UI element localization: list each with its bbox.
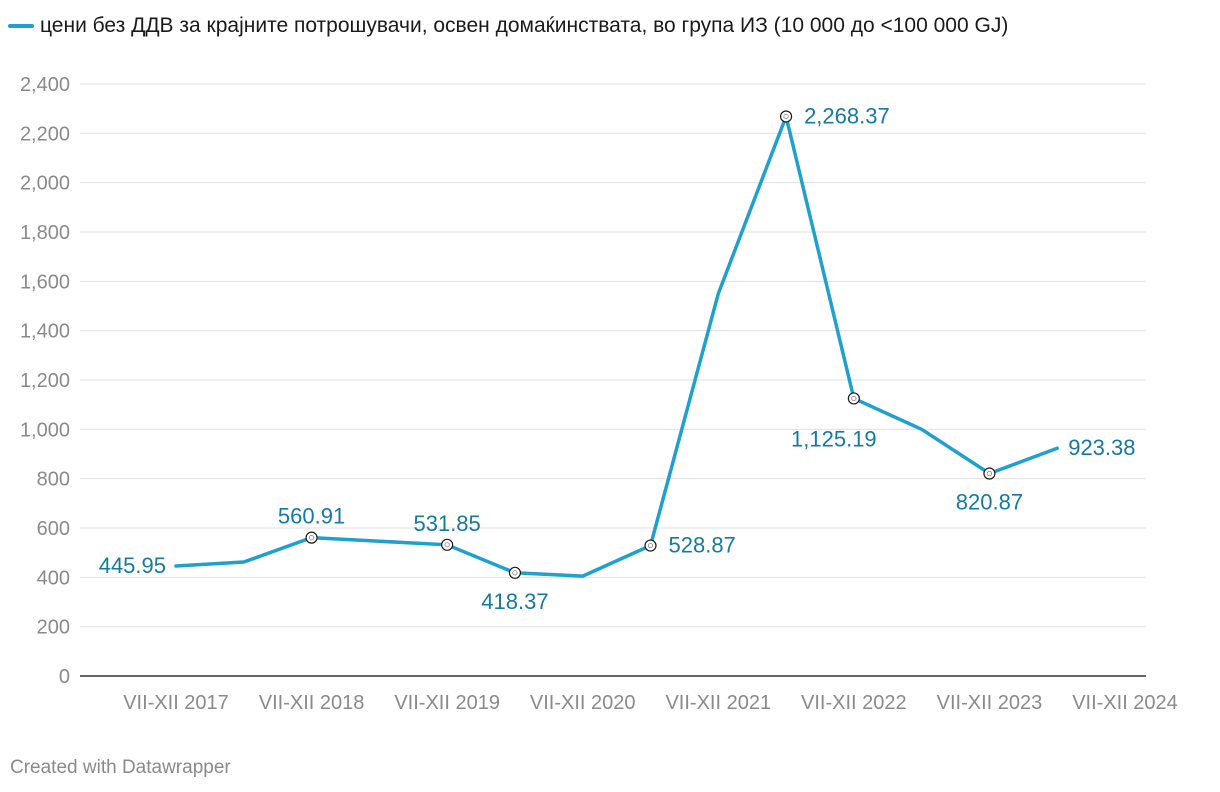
x-tick-label: VII-XII 2022 [801, 692, 907, 714]
y-tick-label: 600 [37, 518, 70, 540]
x-tick-label: VII-XII 2023 [937, 692, 1043, 714]
data-label: 528.87 [669, 533, 736, 558]
y-tick-label: 400 [37, 567, 70, 589]
x-tick-label: VII-XII 2021 [665, 692, 771, 714]
x-tick-label: VII-XII 2020 [530, 692, 636, 714]
y-tick-label: 0 [59, 666, 70, 688]
x-tick-label: VII-XII 2024 [1072, 692, 1178, 714]
y-axis: 0 200 400 600 800 1,000 1,200 1,400 1,600 1,800 2,… [20, 74, 70, 688]
y-tick-label: 2,400 [20, 74, 70, 96]
x-tick-label: VII-XII 2018 [259, 692, 365, 714]
data-point-marker-inner [986, 470, 993, 477]
legend: цени без ДДВ за крајните потрошувачи, ос… [8, 14, 1008, 38]
legend-swatch [8, 24, 34, 28]
legend-label: цени без ДДВ за крајните потрошувачи, ос… [40, 14, 1009, 37]
data-label: 560.91 [278, 504, 345, 529]
data-point-marker-inner [444, 542, 450, 548]
y-tick-label: 2,200 [20, 123, 70, 145]
x-tick-label: VII-XII 2017 [123, 692, 229, 714]
data-label: 445.95 [99, 553, 166, 578]
data-label-layer: 445.95 560.91 531.85 418.37 528.87 2,268.37 1,… [99, 103, 1136, 613]
y-tick-label: 200 [37, 617, 70, 639]
y-tick-label: 800 [37, 469, 70, 491]
data-label: 418.37 [481, 589, 548, 614]
y-tick-label: 1,000 [20, 419, 70, 441]
data-point-marker [508, 566, 522, 579]
marker-layer [305, 110, 996, 579]
data-label: 2,268.37 [804, 103, 890, 128]
grid-layer [80, 83, 1146, 677]
x-axis: VII-XII 2017 VII-XII 2018 VII-XII 2019 VII-… [123, 692, 1178, 714]
data-point-marker [644, 539, 657, 552]
y-tick-label: 1,600 [20, 271, 70, 293]
data-label: 1,125.19 [791, 426, 877, 451]
data-point-marker [441, 538, 454, 551]
data-label: 820.87 [956, 490, 1023, 515]
data-point-marker-inner [308, 535, 315, 541]
y-tick-label: 1,400 [20, 321, 70, 343]
data-label: 923.38 [1068, 435, 1135, 460]
data-point-marker-inner [783, 113, 789, 120]
data-point-marker-inner [512, 570, 518, 576]
data-point-marker [779, 110, 793, 123]
x-tick-label: VII-XII 2019 [394, 692, 500, 714]
y-tick-label: 1,800 [20, 222, 70, 244]
data-point-marker-inner [647, 542, 654, 549]
data-point-marker-inner [851, 395, 857, 402]
y-tick-label: 1,200 [20, 370, 70, 392]
data-point-marker [847, 392, 860, 405]
y-tick-label: 2,000 [20, 173, 70, 195]
data-label: 531.85 [413, 511, 480, 536]
footer-credit: Created with Datawrapper [10, 757, 231, 778]
data-point-marker [983, 467, 996, 480]
data-point-marker [305, 531, 318, 544]
